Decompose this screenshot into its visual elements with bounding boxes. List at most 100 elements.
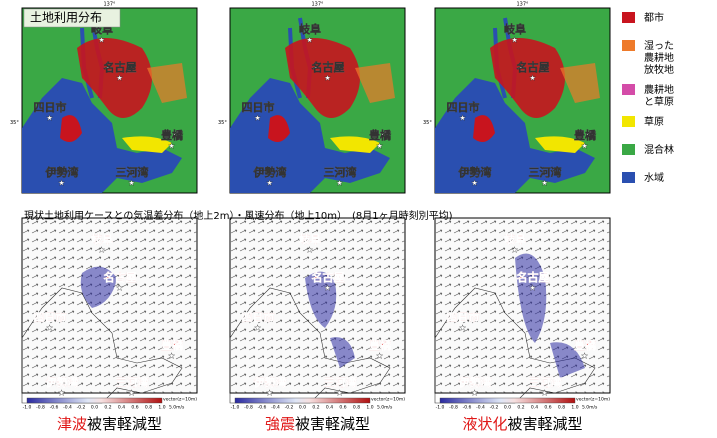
place-label: 伊勢湾: [45, 165, 79, 179]
land-use-title: 土地利用分布: [30, 11, 102, 25]
grassland: [122, 136, 172, 153]
place-label: 岐阜: [504, 22, 526, 36]
title-box: [23, 8, 121, 28]
colorbar-tick: 0.4: [531, 405, 538, 411]
wind-title: 現状土地利用ケースとの気温差分布（地上2m）・風速分布（地上10m） (8月1ヶ…: [24, 209, 453, 222]
temperature-map: 岐阜★名古屋★四日市★豊橋★伊勢湾★三河湾★: [434, 217, 611, 404]
star: ★: [376, 142, 383, 151]
place-label: 豊橋: [574, 128, 597, 142]
colorbar-tick: -0.2: [490, 405, 499, 411]
place-label: 三河湾: [529, 375, 562, 389]
panel-caption: 津波被害軽減型: [57, 415, 162, 433]
colorbar-tick: -0.2: [285, 405, 294, 411]
star: ★: [58, 179, 65, 188]
star: ★: [581, 352, 588, 361]
land-use-map: 137°35°岐阜★名古屋★四日市★豊橋★伊勢湾★三河湾★: [10, 2, 198, 194]
vector-scale: 5.0m/s: [169, 405, 185, 411]
place-label: 伊勢湾: [458, 165, 492, 179]
lon-label: 137°: [103, 2, 116, 8]
star: ★: [168, 142, 175, 151]
star: ★: [116, 284, 123, 293]
star: ★: [116, 74, 123, 83]
colorbar-tick: -1.0: [23, 405, 32, 411]
colorbar-tick: -0.2: [77, 405, 86, 411]
cooling-area: [305, 271, 355, 368]
place-label: 豊橋: [161, 338, 184, 352]
place-label: 豊橋: [161, 128, 184, 142]
colorbar-tick: 1.0: [571, 405, 578, 411]
star: ★: [128, 179, 135, 188]
colorbar-tick: 0.8: [145, 405, 152, 411]
star: ★: [128, 389, 135, 398]
wind-vectors: [22, 218, 197, 393]
colorbar: [439, 397, 576, 404]
place-label: 三河湾: [529, 165, 562, 179]
colorbar-tick: -0.8: [36, 405, 45, 411]
caption-highlight: 液状化: [462, 415, 507, 433]
star: ★: [306, 36, 313, 45]
lat-label: 35°: [10, 120, 19, 126]
star: ★: [529, 74, 536, 83]
colorbar-tick: -1.0: [231, 405, 240, 411]
vector-scale: 5.0m/s: [377, 405, 393, 411]
colorbar-tick: -0.6: [50, 405, 59, 411]
vector-scale: 5.0m/s: [582, 405, 598, 411]
place-label: 名古屋: [312, 270, 345, 284]
farmland: [147, 63, 187, 103]
place-label: 名古屋: [104, 60, 137, 74]
caption-highlight: 津波: [57, 415, 87, 433]
colorbar-tick: 0.6: [339, 405, 346, 411]
legend-swatch: [622, 116, 635, 127]
place-label: 岐阜: [299, 232, 321, 246]
colorbar-tick: 0.6: [544, 405, 551, 411]
colorbar: [234, 397, 371, 404]
colorbar-tick: 0.2: [517, 405, 524, 411]
grassland: [535, 136, 585, 153]
legend-label: 湿った: [644, 40, 674, 52]
star: ★: [266, 389, 273, 398]
star: ★: [98, 36, 105, 45]
land-use-map: 137°35°岐阜★名古屋★四日市★豊橋★伊勢湾★三河湾★: [423, 2, 611, 194]
urban-area: [473, 115, 495, 142]
place-label: 名古屋: [104, 270, 137, 284]
colorbar-tick: 0.2: [104, 405, 111, 411]
colorbar-tick: -0.8: [244, 405, 253, 411]
place-label: 豊橋: [369, 128, 392, 142]
colorbar-tick: -0.8: [449, 405, 458, 411]
legend-label: 都市: [644, 11, 664, 24]
place-label: 岐阜: [299, 22, 321, 36]
temperature-map: 岐阜★名古屋★四日市★豊橋★伊勢湾★三河湾★: [21, 217, 198, 404]
place-label: 伊勢湾: [253, 165, 287, 179]
star: ★: [58, 389, 65, 398]
urban-area: [77, 38, 152, 118]
place-label: 四日市: [447, 310, 480, 324]
place-label: 三河湾: [116, 165, 149, 179]
colorbar-tick: 0.0: [91, 405, 98, 411]
urban-area: [490, 38, 565, 118]
lat-label: 35°: [218, 120, 227, 126]
urban-area: [268, 115, 290, 142]
colorbar-tick: 0.6: [131, 405, 138, 411]
colorbar-tick: 1.0: [158, 405, 165, 411]
caption-suffix: 被害軽減型: [295, 415, 370, 433]
star: ★: [541, 389, 548, 398]
legend-label: 農耕地: [644, 51, 674, 64]
colorbar-tick: 0.4: [326, 405, 333, 411]
star: ★: [336, 389, 343, 398]
colorbar-tick: 0.4: [118, 405, 125, 411]
star: ★: [168, 352, 175, 361]
temperature-map: 岐阜★名古屋★四日市★豊橋★伊勢湾★三河湾★: [229, 217, 406, 404]
place-label: 三河湾: [116, 375, 149, 389]
caption-highlight: 強震: [265, 415, 295, 433]
star: ★: [336, 179, 343, 188]
place-label: 名古屋: [517, 60, 550, 74]
star: ★: [459, 324, 466, 333]
legend-label: 草原: [644, 116, 664, 128]
urban-area: [60, 115, 82, 142]
vector-label: vector(z=10m): [371, 397, 405, 403]
colorbar: [26, 397, 163, 404]
place-label: 四日市: [34, 100, 67, 114]
colorbar-tick: -1.0: [436, 405, 445, 411]
farmland: [355, 63, 395, 103]
sea: [435, 78, 595, 193]
